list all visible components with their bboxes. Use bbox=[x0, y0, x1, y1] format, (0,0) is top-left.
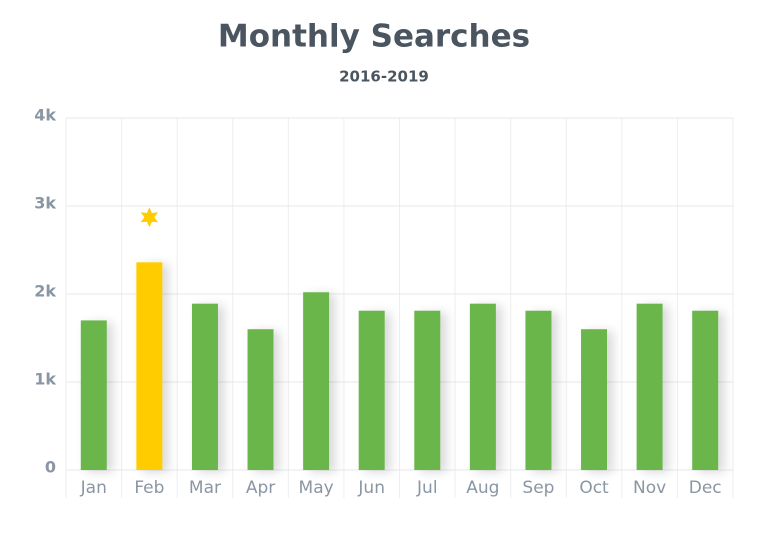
chart-title: Monthly Searches bbox=[218, 19, 530, 55]
x-tick-label: Apr bbox=[246, 478, 275, 498]
y-tick-label: 1k bbox=[34, 370, 56, 389]
bar bbox=[80, 320, 107, 470]
x-tick-label: Mar bbox=[189, 478, 221, 498]
x-tick-label: Jul bbox=[416, 478, 438, 498]
bar bbox=[358, 310, 385, 470]
bar bbox=[469, 303, 496, 470]
bar bbox=[303, 292, 330, 470]
highlight-star bbox=[140, 207, 158, 228]
bar bbox=[247, 329, 274, 470]
bar bbox=[636, 303, 663, 470]
x-tick-label: Aug bbox=[466, 478, 499, 498]
x-tick-label: Oct bbox=[579, 478, 609, 498]
x-tick-label: Nov bbox=[633, 478, 666, 498]
y-tick-label: 2k bbox=[34, 282, 56, 301]
x-tick-label: Feb bbox=[134, 478, 164, 498]
y-tick-label: 3k bbox=[34, 194, 56, 213]
x-tick-label: May bbox=[299, 478, 334, 498]
bar bbox=[414, 310, 441, 470]
chart-subtitle: 2016-2019 bbox=[339, 68, 429, 86]
x-tick-label: Jun bbox=[357, 478, 385, 498]
bar bbox=[525, 310, 552, 470]
bar bbox=[692, 310, 719, 470]
x-tick-label: Jan bbox=[80, 478, 107, 498]
bar bbox=[581, 329, 608, 470]
x-tick-label: Sep bbox=[522, 478, 554, 498]
x-tick-label: Dec bbox=[689, 478, 722, 498]
bar bbox=[191, 303, 218, 470]
y-tick-label: 0 bbox=[45, 458, 56, 477]
y-tick-label: 4k bbox=[34, 106, 56, 125]
bar bbox=[136, 262, 163, 470]
